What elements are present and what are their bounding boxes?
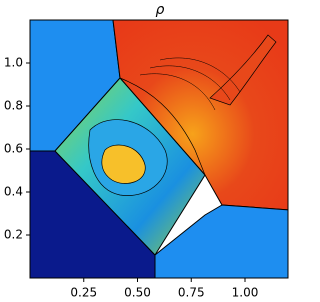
y-tick-label: 0.6 [4, 142, 23, 156]
chart: ρ 0.25 0.50 0.75 1.00 0.2 0.4 0.6 0.8 1.0 [4, 2, 289, 300]
x-tick-label: 1.00 [232, 286, 259, 299]
y-tick-label: 0.2 [4, 228, 23, 242]
x-tick-label: 0.75 [178, 286, 205, 299]
contour-field [30, 20, 288, 278]
x-tick-label: 0.25 [70, 286, 97, 299]
y-tick-label: 0.4 [4, 185, 23, 199]
chart-title: ρ [156, 2, 165, 18]
y-tick-label: 1.0 [4, 56, 23, 70]
x-tick-label: 0.50 [124, 286, 151, 299]
y-tick-label: 0.8 [4, 99, 23, 113]
